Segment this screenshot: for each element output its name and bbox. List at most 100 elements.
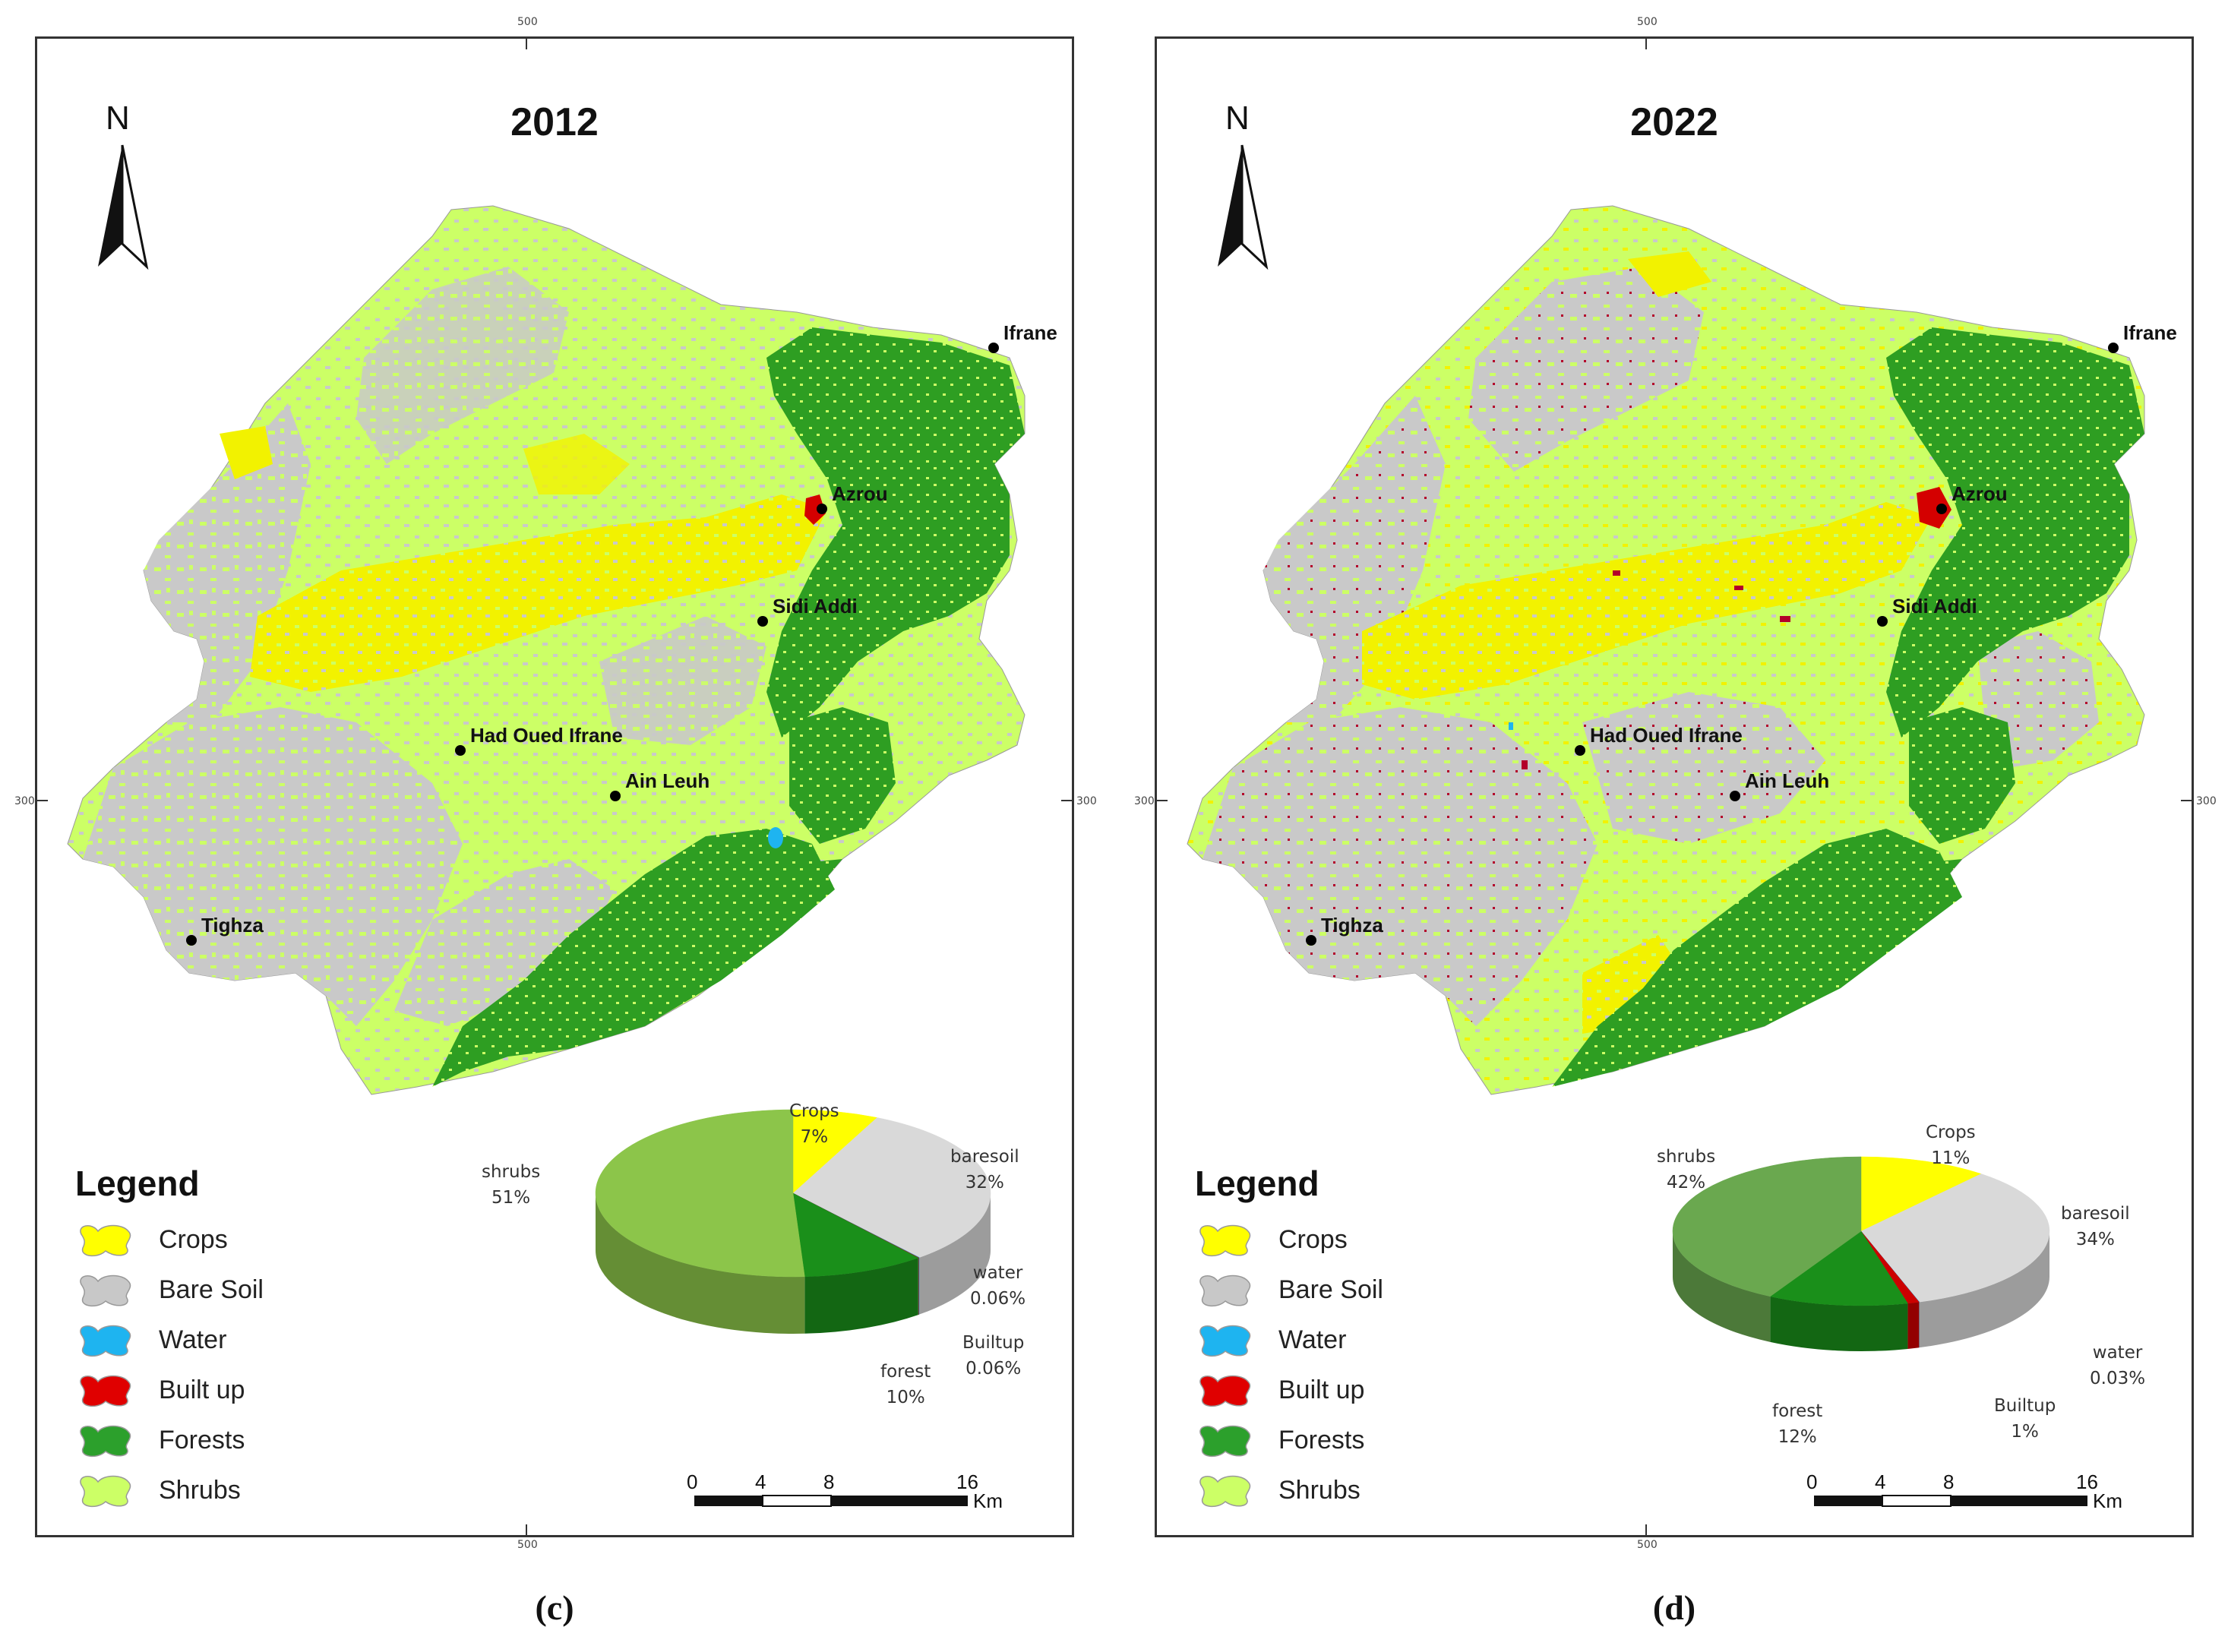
legend-item-forests: Forests — [1195, 1415, 1383, 1465]
legend-label: Built up — [1278, 1375, 1365, 1404]
north-arrow-icon — [98, 144, 149, 270]
legend-label: Shrubs — [1278, 1475, 1361, 1505]
legend-item-built-up: Built up — [75, 1365, 264, 1415]
town-label: Ain Leuh — [625, 769, 710, 792]
town-label: Tighza — [201, 914, 264, 937]
pie-label-value: 11% — [1931, 1148, 1970, 1168]
legend-swatch-icon — [80, 1325, 131, 1357]
legend-label: Crops — [1278, 1224, 1348, 1254]
legend-item-crops: Crops — [75, 1215, 264, 1265]
scale-tick: 0 — [1806, 1470, 1818, 1493]
town-label: Ain Leuh — [1745, 769, 1830, 792]
pie-slice-forest — [1769, 1230, 1908, 1306]
legend-items: Crops Bare Soil Water Built up Forests Shrubs — [1195, 1215, 1383, 1515]
legend-label: Built up — [159, 1375, 245, 1404]
town-label: Sidi Addi — [773, 595, 858, 618]
scale-tick: 0 — [687, 1470, 698, 1493]
legend-swatch-icon — [1199, 1224, 1251, 1257]
pie-label-name: water — [2092, 1343, 2143, 1363]
pie-side-baresoil — [1919, 1231, 2049, 1348]
pie-label-value: 10% — [886, 1388, 925, 1407]
pie-label-value: 42% — [1667, 1173, 1706, 1192]
pie-label-water: water 0.03% — [2090, 1340, 2145, 1391]
legend-item-shrubs: Shrubs — [1195, 1465, 1383, 1515]
pie-label-value: 0.03% — [2090, 1369, 2146, 1388]
pie-chart-2012 — [595, 1109, 991, 1334]
north-arrow-icon — [1218, 144, 1269, 270]
pie-label-name: baresoil — [950, 1147, 1019, 1167]
pie-chart-2022 — [1672, 1156, 2050, 1351]
town-dot-icon — [1936, 504, 1947, 514]
pie-slice-shrubs — [1672, 1156, 1862, 1297]
town-label: Ifrane — [2123, 321, 2177, 344]
legend-label: Water — [1278, 1325, 1347, 1354]
legend-item-built-up: Built up — [1195, 1365, 1383, 1415]
town-had-oued-ifrane: Had Oued Ifrane — [1575, 724, 1743, 756]
pie-label-value: 51% — [491, 1188, 531, 1208]
pie-label-baresoil: baresoil 34% — [2061, 1201, 2130, 1252]
pie-label-water: water 0.06% — [970, 1260, 1026, 1312]
pie-label-name: forest — [880, 1362, 931, 1382]
pie-label-crops: Crops 7% — [789, 1098, 839, 1150]
pie-label-value: 34% — [2075, 1230, 2115, 1249]
north-label: N — [106, 99, 130, 137]
town-label: Azrou — [832, 482, 888, 505]
pie-label-value: 0.06% — [965, 1359, 1022, 1379]
scale-tick: 4 — [755, 1470, 766, 1493]
town-sidi-addi: Sidi Addi — [757, 595, 858, 627]
map-title: 2022 — [1630, 100, 1718, 144]
pie-slice-shrubs — [595, 1109, 805, 1278]
pie-slice-baresoil — [1860, 1173, 2050, 1303]
scale-tick: 4 — [1875, 1470, 1886, 1493]
town-ain-leuh: Ain Leuh — [610, 769, 710, 801]
legend-swatch-icon — [1199, 1275, 1251, 1307]
pie-label-crops: Crops 11% — [1926, 1120, 1976, 1171]
legend-swatch-icon — [1199, 1475, 1251, 1508]
pie-label-forest: forest 10% — [880, 1359, 931, 1410]
pie-label-name: Crops — [1926, 1123, 1976, 1142]
town-azrou: Azrou — [1936, 482, 2008, 514]
pie-label-shrubs: shrubs 51% — [482, 1159, 540, 1211]
town-tighza: Tighza — [186, 914, 264, 946]
legend-swatch-icon — [80, 1375, 131, 1407]
pie-label-name: forest — [1772, 1401, 1823, 1421]
legend-items: Crops Bare Soil Water Built up Forests Shrubs — [75, 1215, 264, 1515]
pie-slice-crops — [1860, 1156, 1982, 1232]
legend: Legend Crops Bare Soil Water Built up Forest… — [1195, 1163, 1383, 1515]
legend-item-bare-soil: Bare Soil — [1195, 1265, 1383, 1315]
town-label: Sidi Addi — [1892, 595, 1977, 618]
legend-label: Bare Soil — [1278, 1275, 1383, 1304]
town-label: Had Oued Ifrane — [1590, 724, 1743, 747]
legend-item-water: Water — [1195, 1315, 1383, 1365]
grid-tick-left: 300 — [14, 795, 35, 807]
legend-swatch-icon — [1199, 1425, 1251, 1458]
town-dot-icon — [455, 745, 466, 756]
pie-side-forest — [1770, 1296, 1908, 1351]
town-label: Azrou — [1951, 482, 2008, 505]
pie-label-value: 0.06% — [970, 1289, 1026, 1309]
pie-label-shrubs: shrubs 42% — [1657, 1144, 1715, 1196]
pie-label-value: 7% — [800, 1127, 829, 1147]
legend-swatch-icon — [80, 1475, 131, 1508]
legend-swatch-icon — [80, 1224, 131, 1257]
legend-title: Legend — [75, 1164, 200, 1203]
legend-item-forests: Forests — [75, 1415, 264, 1465]
legend-label: Forests — [1278, 1425, 1365, 1455]
town-dot-icon — [988, 343, 999, 353]
legend-item-crops: Crops — [1195, 1215, 1383, 1265]
north-label: N — [1225, 99, 1250, 137]
town-dot-icon — [1877, 616, 1888, 627]
town-dot-icon — [2108, 343, 2119, 353]
legend-label: Crops — [159, 1224, 228, 1254]
scale-tick: 8 — [1943, 1470, 1955, 1493]
town-dot-icon — [1575, 745, 1585, 756]
town-dot-icon — [186, 935, 197, 946]
map-panel-2012: 500 500 300 300 2012 N Ifrane Azrou Sidi… — [14, 16, 1097, 1551]
town-dot-icon — [610, 791, 621, 801]
pie-slice-baresoil — [792, 1117, 991, 1258]
pie-label-value: 32% — [965, 1173, 1004, 1192]
town-ain-leuh: Ain Leuh — [1730, 769, 1830, 801]
town-ifrane: Ifrane — [2108, 321, 2177, 353]
legend-item-bare-soil: Bare Soil — [75, 1265, 264, 1315]
grid-tick-right: 300 — [2196, 795, 2217, 807]
